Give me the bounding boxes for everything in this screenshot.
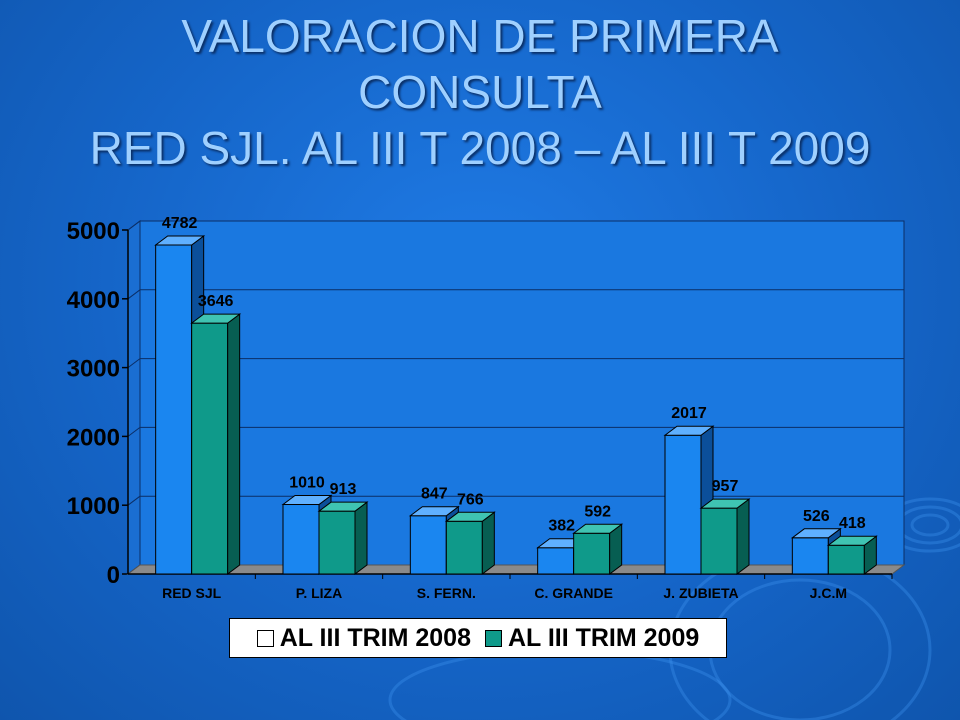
- legend-swatch-2008: [256, 629, 274, 647]
- bar-top-2009: [190, 313, 242, 324]
- y-tick-label: 0: [107, 562, 120, 589]
- bar-top-2009: [317, 501, 369, 512]
- data-label: 847: [421, 486, 448, 503]
- data-label: 592: [584, 503, 611, 520]
- data-label: 4782: [162, 215, 198, 232]
- gridline-side: [127, 220, 141, 231]
- bar-top-2008: [790, 528, 842, 539]
- x-tick-label: P. LIZA: [296, 585, 342, 601]
- data-label: 2017: [671, 405, 707, 422]
- data-label: 766: [457, 491, 484, 508]
- data-label: 913: [330, 481, 357, 498]
- legend-label-2009: AL III TRIM 2009: [508, 623, 700, 652]
- bar-2009: [445, 520, 483, 575]
- gridline-side: [127, 289, 141, 300]
- bar-top-2008: [408, 506, 460, 517]
- x-tick-label: S. FERN.: [417, 585, 476, 601]
- bar-2008: [155, 244, 193, 575]
- gridline-side: [127, 358, 141, 369]
- data-label: 957: [712, 478, 739, 495]
- chart-legend: AL III TRIM 2008 AL III TRIM 2009: [229, 618, 727, 658]
- y-tick-label: 1000: [67, 493, 120, 520]
- bar-top-2008: [281, 495, 333, 506]
- bar-side-2009: [354, 501, 368, 575]
- bar-side-2009: [227, 313, 241, 575]
- data-label: 526: [803, 508, 830, 525]
- legend-item-2008: AL III TRIM 2008: [256, 623, 471, 653]
- y-tick-label: 3000: [67, 356, 120, 383]
- title-line-2: CONSULTA: [358, 66, 602, 118]
- legend-label-2008: AL III TRIM 2008: [279, 623, 471, 652]
- gridline-side: [127, 495, 141, 506]
- plot-back-wall: [139, 220, 905, 566]
- x-tick-label: C. GRANDE: [534, 585, 613, 601]
- bar-2008: [282, 504, 320, 575]
- title-line-1: VALORACION DE PRIMERA: [181, 10, 779, 62]
- data-label: 1010: [289, 475, 325, 492]
- gridline-side: [127, 426, 141, 437]
- legend-swatch-2009: [485, 629, 502, 647]
- plot-side-wall: [127, 220, 141, 575]
- bar-2009: [573, 532, 611, 575]
- bar-2009: [318, 510, 356, 575]
- title-line-3: RED SJL. AL III T 2008 – AL III T 2009: [89, 122, 871, 174]
- data-label: 382: [548, 518, 575, 535]
- bar-2009: [827, 544, 865, 575]
- x-tick-label: J.C.M: [810, 585, 847, 601]
- bar-top-2008: [663, 425, 715, 436]
- bar-top-2009: [572, 523, 624, 534]
- bar-top-2009: [826, 535, 878, 546]
- bar-top-2008: [154, 235, 206, 246]
- bar-2008: [537, 547, 575, 575]
- y-tick-label: 5000: [67, 218, 120, 245]
- data-label: 3646: [198, 293, 234, 310]
- bar-top-2009: [699, 498, 751, 509]
- y-tick-label: 2000: [67, 424, 120, 451]
- bar-2008: [409, 515, 447, 575]
- data-label: 418: [839, 515, 866, 532]
- y-tick-label: 4000: [67, 287, 120, 314]
- x-tick-label: RED SJL: [162, 585, 222, 601]
- bar-2009: [700, 507, 738, 575]
- bar-side-2009: [481, 511, 495, 575]
- legend-item-2009: AL III TRIM 2009: [485, 624, 699, 653]
- bar-top-2009: [444, 511, 496, 522]
- x-tick-label: J. ZUBIETA: [663, 585, 738, 601]
- bar-side-2009: [736, 498, 750, 575]
- slide-title: VALORACION DE PRIMERA CONSULTA RED SJL. …: [0, 8, 960, 176]
- bar-2009: [191, 322, 229, 575]
- bar-2008: [791, 537, 829, 575]
- bar-2008: [664, 434, 702, 575]
- plot-floor: [126, 564, 906, 575]
